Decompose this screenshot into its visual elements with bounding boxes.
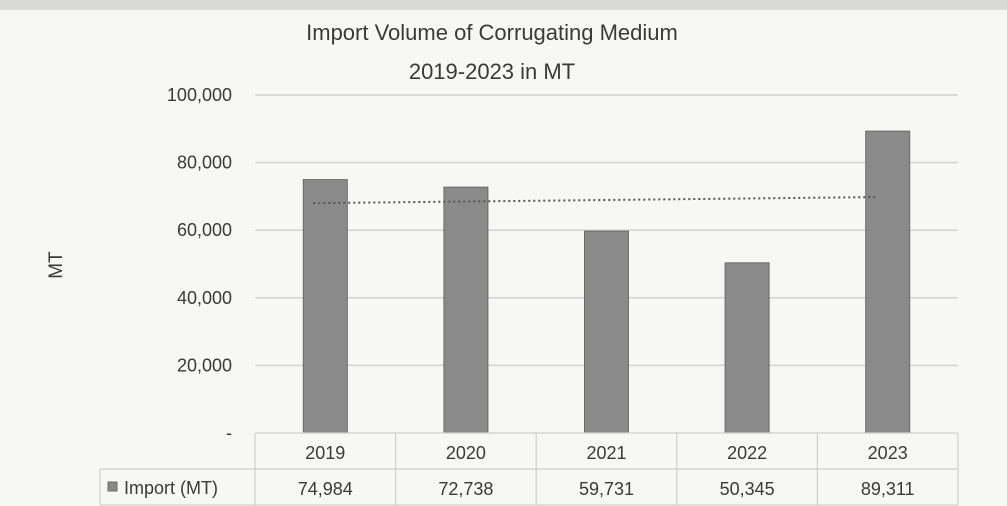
data-table-value: 74,984 xyxy=(298,479,353,499)
data-table-value: 50,345 xyxy=(720,479,775,499)
bar-2019 xyxy=(302,179,348,434)
y-tick-labels: 100,000 80,000 60,000 40,000 20,000 - xyxy=(167,85,232,443)
data-table-value: 72,738 xyxy=(438,479,493,499)
y-axis-label: MT xyxy=(46,251,67,279)
top-edge-strip xyxy=(0,0,1007,10)
y-tick-label: - xyxy=(226,423,232,443)
trendline xyxy=(313,196,876,205)
x-category-label: 2019 xyxy=(305,443,345,463)
x-category-label: 2023 xyxy=(868,443,908,463)
chart-title-line-2: 2019-2023 in MT xyxy=(409,59,575,84)
data-table-value: 59,731 xyxy=(579,479,634,499)
data-table: 2019 74,984 2020 72,738 2021 59,731 2022 50,345… xyxy=(99,432,959,506)
y-tick-label: 20,000 xyxy=(177,355,232,375)
x-category-label: 2022 xyxy=(727,443,767,463)
bar-2023 xyxy=(865,130,911,434)
bar-2021 xyxy=(584,230,629,434)
y-tick-label: 80,000 xyxy=(177,153,232,173)
bar-2022 xyxy=(724,262,770,434)
legend-key xyxy=(107,481,118,492)
chart-title-line-1: Import Volume of Corrugating Medium xyxy=(306,20,678,45)
data-table-value: 89,311 xyxy=(861,479,915,499)
y-tick-label: 60,000 xyxy=(177,220,232,240)
y-tick-label: 40,000 xyxy=(177,288,232,308)
bar-2020 xyxy=(443,186,489,434)
series-name: Import (MT) xyxy=(124,478,218,498)
x-category-label: 2020 xyxy=(446,443,486,463)
x-category-label: 2021 xyxy=(586,443,626,463)
trendline-dotted xyxy=(313,196,876,205)
y-tick-label: 100,000 xyxy=(167,85,232,105)
bars xyxy=(302,130,911,434)
